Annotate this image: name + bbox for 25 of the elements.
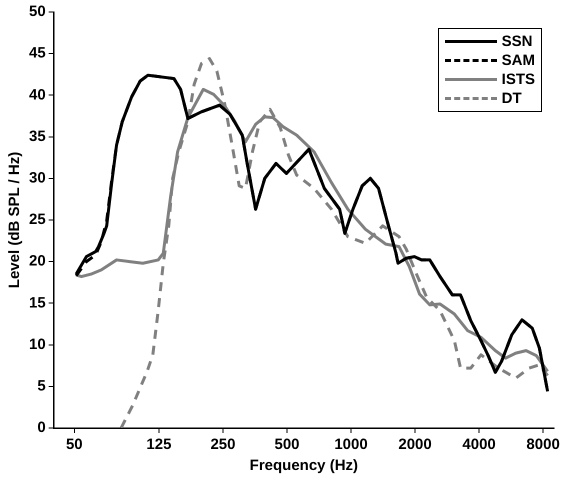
y-tick-label: 50 xyxy=(28,3,46,20)
y-tick-label: 40 xyxy=(28,86,46,104)
x-tick-label: 50 xyxy=(66,436,83,454)
y-tick-label: 45 xyxy=(28,44,46,62)
legend-label: ISTS xyxy=(502,71,535,88)
x-tick-label: 125 xyxy=(146,436,172,454)
y-tick-label: 5 xyxy=(37,378,46,395)
y-tick-label: 15 xyxy=(28,294,46,312)
x-tick-label: 4000 xyxy=(462,436,496,454)
x-tick-label: 2000 xyxy=(398,436,432,454)
legend-label: SAM xyxy=(502,52,535,69)
y-tick-label: 0 xyxy=(37,419,46,436)
x-tick-label: 500 xyxy=(274,436,300,454)
legend-label: SSN xyxy=(502,33,532,50)
x-axis-title: Frequency (Hz) xyxy=(250,457,358,474)
x-tick-label: 1000 xyxy=(334,436,368,454)
x-tick-label: 8000 xyxy=(526,436,560,454)
x-tick-label: 250 xyxy=(210,436,236,454)
y-tick-label: 30 xyxy=(28,170,46,187)
y-axis-title: Level (dB SPL / Hz) xyxy=(6,152,24,288)
y-tick-label: 20 xyxy=(28,252,46,270)
legend-label: DT xyxy=(502,90,522,107)
y-tick-label: 25 xyxy=(28,211,46,228)
y-tick-label: 10 xyxy=(28,336,46,353)
y-tick-label: 35 xyxy=(28,128,46,145)
